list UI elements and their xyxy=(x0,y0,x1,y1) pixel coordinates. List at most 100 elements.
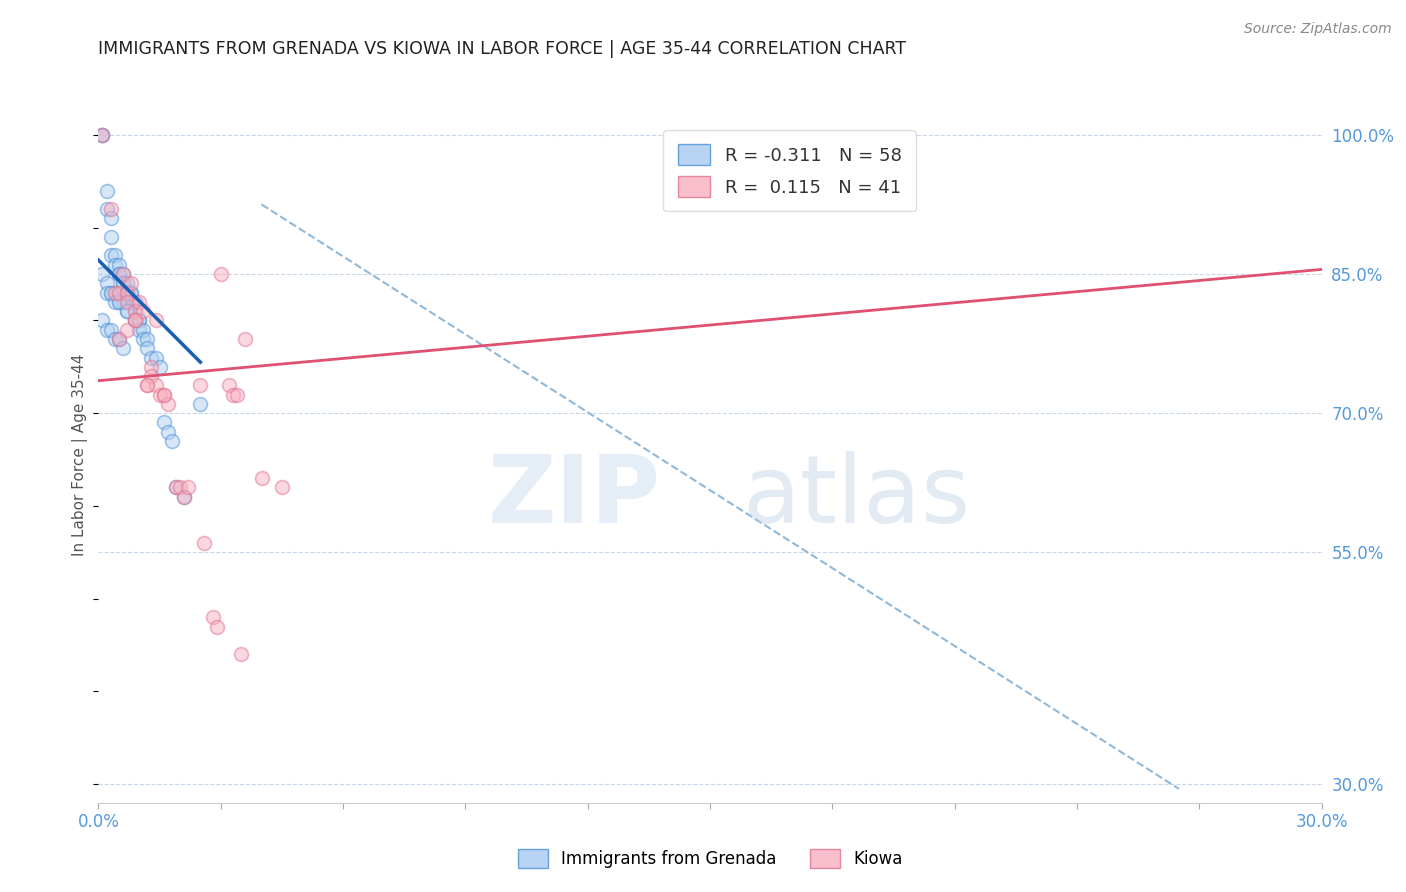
Point xyxy=(96,285,118,300)
Point xyxy=(111,267,134,281)
Legend: Immigrants from Grenada, Kiowa: Immigrants from Grenada, Kiowa xyxy=(510,842,910,874)
Point xyxy=(177,480,200,494)
Point xyxy=(91,267,114,281)
Point xyxy=(115,304,138,318)
Point xyxy=(231,648,253,662)
Point xyxy=(115,277,138,291)
Point xyxy=(100,285,122,300)
Point xyxy=(136,378,159,392)
Point xyxy=(115,323,138,337)
Point xyxy=(132,304,155,318)
Point xyxy=(91,128,114,142)
Point xyxy=(136,332,159,346)
Point xyxy=(124,304,146,318)
Point xyxy=(136,341,159,355)
Point xyxy=(111,277,134,291)
Point xyxy=(108,285,131,300)
Point xyxy=(108,294,131,309)
Point xyxy=(104,285,127,300)
Point xyxy=(124,294,146,309)
Point xyxy=(115,285,138,300)
Point xyxy=(233,332,256,346)
Point xyxy=(169,480,191,494)
Point xyxy=(111,294,134,309)
Point xyxy=(115,304,138,318)
Point xyxy=(96,323,118,337)
Point xyxy=(132,323,155,337)
Text: Source: ZipAtlas.com: Source: ZipAtlas.com xyxy=(1244,22,1392,37)
Point xyxy=(120,294,142,309)
Point xyxy=(149,359,172,374)
Text: IMMIGRANTS FROM GRENADA VS KIOWA IN LABOR FORCE | AGE 35-44 CORRELATION CHART: IMMIGRANTS FROM GRENADA VS KIOWA IN LABO… xyxy=(98,40,907,58)
Point xyxy=(124,313,146,327)
Point xyxy=(120,285,142,300)
Point xyxy=(160,434,183,448)
Point xyxy=(120,277,142,291)
Point xyxy=(156,425,179,439)
Point xyxy=(205,619,228,633)
Point xyxy=(100,202,122,216)
Point xyxy=(141,359,163,374)
Point xyxy=(145,378,167,392)
Point xyxy=(111,341,134,355)
Point xyxy=(91,128,114,142)
Point xyxy=(104,285,127,300)
Point xyxy=(145,351,167,365)
Point xyxy=(108,267,131,281)
Point xyxy=(152,387,174,401)
Point xyxy=(188,378,212,392)
Point xyxy=(111,267,134,281)
Point xyxy=(136,378,159,392)
Point xyxy=(128,323,150,337)
Point xyxy=(145,313,167,327)
Point xyxy=(108,258,131,272)
Point xyxy=(173,490,195,504)
Point xyxy=(128,294,150,309)
Point xyxy=(108,332,131,346)
Point xyxy=(222,387,245,401)
Point xyxy=(96,184,118,198)
Point xyxy=(96,277,118,291)
Point xyxy=(270,480,294,494)
Text: atlas: atlas xyxy=(742,450,972,542)
Point xyxy=(100,248,122,262)
Point xyxy=(188,397,212,411)
Point xyxy=(115,294,138,309)
Point xyxy=(100,211,122,226)
Point xyxy=(120,285,142,300)
Point xyxy=(91,313,114,327)
Point xyxy=(108,332,131,346)
Point xyxy=(128,313,150,327)
Point xyxy=(96,202,118,216)
Point xyxy=(173,490,195,504)
Point xyxy=(115,285,138,300)
Point xyxy=(124,304,146,318)
Point xyxy=(165,480,187,494)
Point xyxy=(165,480,187,494)
Point xyxy=(250,471,273,485)
Point xyxy=(104,332,127,346)
Point xyxy=(209,267,232,281)
Point xyxy=(152,416,174,430)
Point xyxy=(104,248,127,262)
Point xyxy=(100,323,122,337)
Point xyxy=(115,285,138,300)
Point xyxy=(149,387,172,401)
Y-axis label: In Labor Force | Age 35-44: In Labor Force | Age 35-44 xyxy=(72,354,87,556)
Point xyxy=(132,332,155,346)
Point xyxy=(226,387,249,401)
Point xyxy=(156,397,179,411)
Point xyxy=(193,536,215,550)
Point xyxy=(108,267,131,281)
Point xyxy=(104,258,127,272)
Point xyxy=(91,128,114,142)
Point xyxy=(218,378,240,392)
Point xyxy=(124,313,146,327)
Point xyxy=(100,285,122,300)
Point xyxy=(152,387,174,401)
Point xyxy=(141,369,163,384)
Point xyxy=(104,294,127,309)
Point xyxy=(128,313,150,327)
Point xyxy=(124,313,146,327)
Point xyxy=(141,351,163,365)
